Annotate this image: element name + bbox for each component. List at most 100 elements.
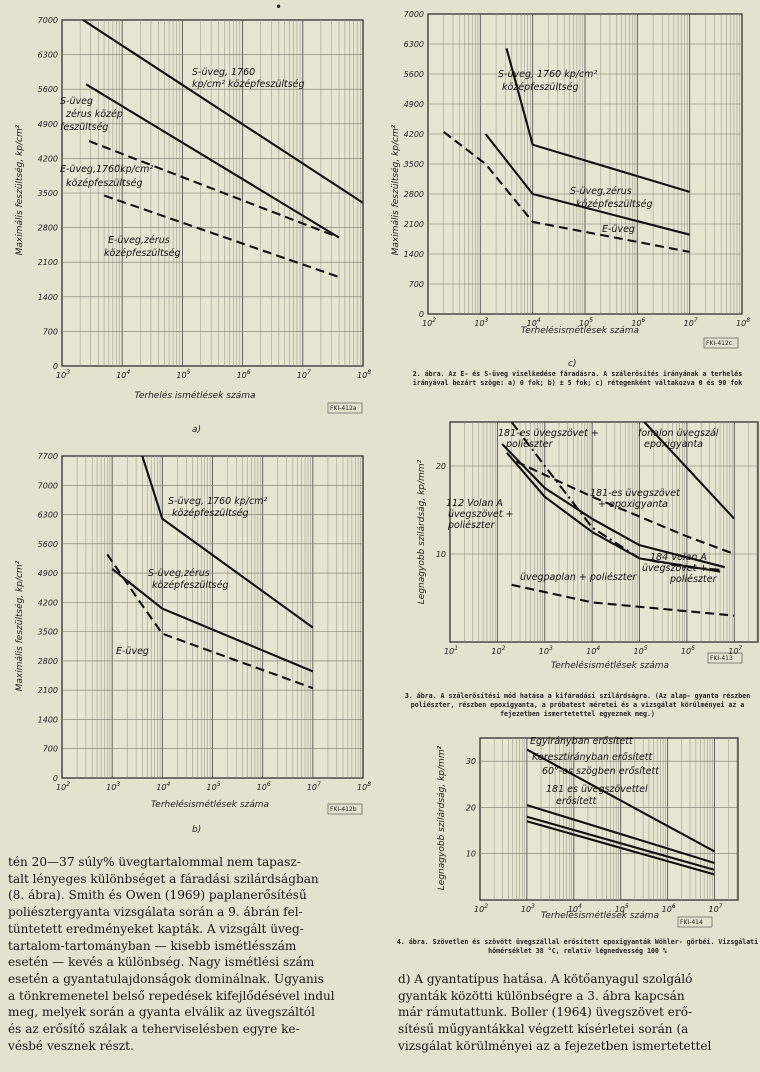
fatigue-chart-b: 102 103 104 105 106 107 108 0 700 1400 2100 2800 350…: [14, 452, 371, 835]
y-axis-label: Maximális feszültség, kp/cm²: [390, 124, 401, 255]
y-tick-label: 0: [419, 310, 424, 319]
x-tick-label: 105: [579, 317, 593, 328]
reference-code: FKI-412b: [330, 806, 357, 813]
series-annotation: Keresztirányban erősített: [532, 752, 653, 763]
series-annotation: kp/cm² középfeszültség: [192, 79, 305, 90]
series-line-4: [526, 820, 715, 876]
y-tick-label: 20: [436, 462, 446, 471]
y-tick-label: 700: [409, 280, 424, 289]
series-line-3: [106, 553, 314, 690]
x-axis-label: Terhelés ismétlések száma: [134, 390, 255, 401]
series-line-3: [526, 815, 715, 871]
x-tick-label: 105: [615, 903, 629, 914]
series-annotation: E-üveg,1760kp/cm²: [60, 164, 153, 175]
figure-3-caption: 3. ábra. A szálerősítési mód hatása a ki…: [404, 692, 751, 718]
subfigure-label: a): [192, 425, 201, 435]
y-tick-label: 2800: [38, 224, 58, 233]
series-annotation: középfeszültség: [502, 82, 579, 93]
x-tick-label: 106: [257, 781, 271, 792]
y-tick-label: 4900: [38, 569, 58, 578]
series-annotation: E-üveg: [602, 224, 635, 235]
series-annotation: S-üveg, 1760 kp/cm²: [498, 69, 597, 80]
series-annotation: + epoxigyanta: [598, 499, 668, 510]
plot-area: [449, 421, 759, 643]
y-tick-label: 3500: [38, 628, 58, 637]
y-tick-label: 700: [43, 327, 58, 336]
series-line-1: [141, 456, 314, 629]
y-tick-label: 10: [466, 850, 476, 859]
x-tick-label: 104: [527, 317, 541, 328]
x-tick-label: 107: [307, 781, 321, 792]
series-annotation: 112 Volan A: [446, 498, 503, 509]
reference-box: [327, 402, 363, 414]
series-line-5: [501, 443, 726, 569]
reference-code: FKI-412a: [330, 405, 357, 412]
y-tick-label: 1400: [38, 293, 58, 302]
x-tick-label: 107: [728, 645, 742, 656]
series-annotation: fonalon üvegszál: [638, 428, 719, 439]
y-tick-label: 4200: [38, 154, 58, 163]
y-axis-label: Legnagyobb szilárdság, kp/mm²: [437, 745, 447, 890]
subfigure-label: c): [568, 359, 576, 369]
y-tick-label: 1400: [38, 715, 58, 724]
series-annotation: poliészter: [447, 520, 495, 531]
series-annotation: középfeszültség: [152, 580, 229, 591]
plot-area: [479, 737, 739, 901]
series-annotation: E-üveg,zérus: [108, 235, 170, 246]
series-line-2: [85, 83, 340, 239]
y-tick-label: 700: [43, 745, 58, 754]
x-tick-label: 103: [106, 781, 120, 792]
y-tick-label: 4900: [38, 120, 58, 129]
reference-code: FKI-413: [710, 655, 733, 662]
x-tick-label: 103: [539, 645, 553, 656]
y-tick-label: 0: [53, 362, 58, 371]
series-annotation: középfeszültség: [66, 178, 143, 189]
x-axis-label: Terhelésismétlések száma: [551, 660, 669, 671]
reference-box: [703, 337, 739, 349]
y-tick-label: 30: [466, 757, 476, 766]
x-tick-label: 104: [586, 645, 600, 656]
y-tick-label: 4200: [404, 130, 424, 139]
fatigue-chart-a: 103 104 105 106 107 108 0 700 1400 2100 2800 3500 42…: [14, 16, 371, 435]
y-tick-label: 0: [53, 774, 58, 783]
x-tick-label: 107: [684, 317, 698, 328]
series-annotation: poliészter: [505, 439, 553, 450]
x-tick-label: 104: [568, 903, 582, 914]
series-line-1: [526, 748, 716, 853]
y-tick-label: 20: [466, 803, 476, 812]
series-annotation: feszültség: [60, 122, 108, 133]
y-tick-label: 5600: [404, 70, 424, 79]
x-axis-label: Terhelésismétlések száma: [151, 799, 269, 810]
y-tick-label: 3500: [38, 189, 58, 198]
series-annotation: S-üveg: [60, 96, 93, 107]
series-line-3: [443, 131, 690, 253]
y-tick-label: 1400: [404, 250, 424, 259]
page-mark: •: [275, 0, 283, 14]
left-body-text: tén 20—37 súly% üvegtartalommal nem tapa…: [8, 855, 335, 1053]
x-tick-label: 105: [634, 645, 648, 656]
x-tick-label: 103: [474, 317, 488, 328]
series-annotation: üvegpaplan + poliészter: [520, 572, 637, 583]
series-line-3: [515, 460, 735, 555]
series-line-6: [511, 583, 735, 617]
y-axis-label: Maximális feszültség, kp/cm²: [14, 124, 25, 255]
y-tick-label: 7000: [404, 10, 424, 19]
y-tick-label: 6300: [404, 40, 424, 49]
x-tick-label: 108: [357, 369, 371, 380]
x-tick-label: 104: [116, 369, 130, 380]
series-annotation: S-üveg, 1760: [192, 67, 255, 78]
series-annotation: erősített: [556, 796, 597, 807]
y-tick-label: 5600: [38, 540, 58, 549]
fatigue-chart-c: 102 103 104 105 106 107 108 0 700 1400 2100 2800 350…: [390, 10, 750, 369]
y-tick-label: 2100: [38, 258, 58, 267]
series-annotation: S-üveg,zérus: [570, 186, 632, 197]
series-annotation: 184 Volan A: [650, 552, 707, 563]
x-tick-label: 107: [709, 903, 723, 914]
y-tick-label: 4900: [404, 100, 424, 109]
y-tick-label: 6300: [38, 51, 58, 60]
figure-2-caption: 2. ábra. Az E- és S-üveg viselkedése fár…: [412, 370, 743, 387]
series-line-2: [111, 568, 314, 673]
x-tick-label: 102: [56, 781, 70, 792]
series-annotation: 181-es üvegszövet: [590, 488, 681, 499]
x-tick-label: 103: [521, 903, 535, 914]
